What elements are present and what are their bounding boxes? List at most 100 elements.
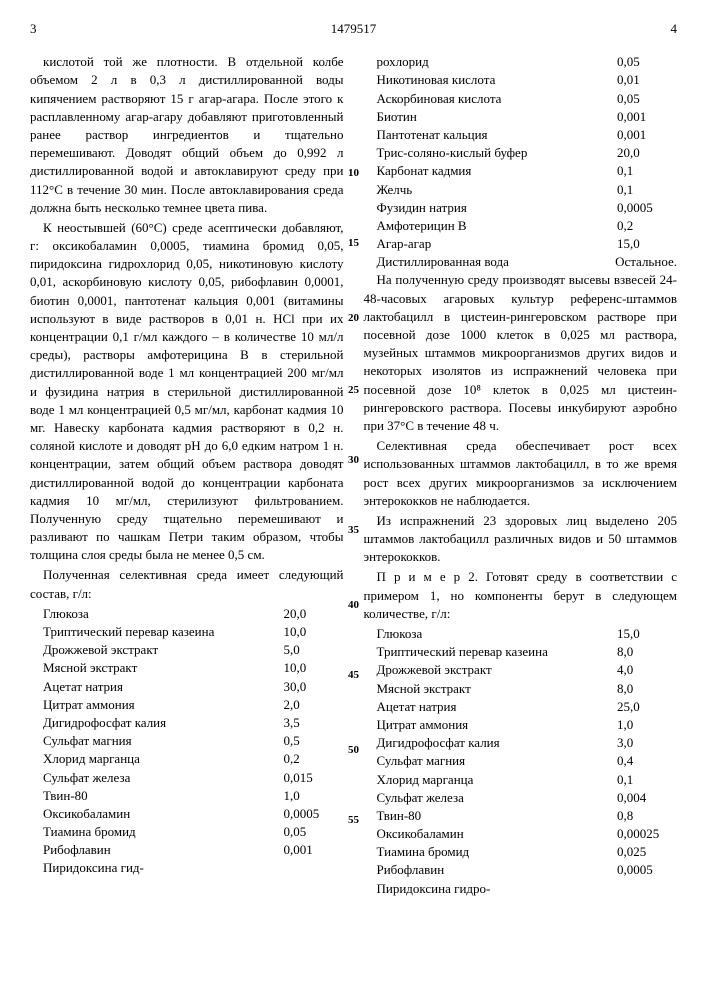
table-row: Фузидин натрия0,0005	[364, 199, 678, 217]
ingredient-label: Ацетат натрия	[43, 678, 274, 696]
table-row: Цитрат аммония1,0	[364, 716, 678, 734]
ingredient-value: 0,05	[607, 53, 677, 71]
ingredient-value: 0,4	[607, 752, 677, 770]
table-row: Амфотерицин В0,2	[364, 217, 678, 235]
ingredient-label: Сульфат магния	[377, 752, 608, 770]
table-row: Рибофлавин0,001	[30, 841, 344, 859]
ingredient-label: Сульфат железа	[377, 789, 608, 807]
table-row: Рибофлавин0,0005	[364, 861, 678, 879]
ingredient-label: Рибофлавин	[377, 861, 608, 879]
ingredient-label: Агар-агар	[377, 235, 608, 253]
table-row: Пиридоксина гидро-	[364, 880, 678, 898]
ingredient-value: 0,015	[274, 769, 344, 787]
composition-table-2: рохлорид0,05Никотиновая кислота0,01Аскор…	[364, 53, 678, 271]
ingredient-label: Цитрат аммония	[377, 716, 608, 734]
table-row: Хлорид марганца0,2	[30, 750, 344, 768]
table-row: Мясной экстракт10,0	[30, 659, 344, 677]
ingredient-label: Трис-соляно-кислый буфер	[377, 144, 608, 162]
table-row: Никотиновая кислота0,01	[364, 71, 678, 89]
ingredient-label: Глюкоза	[43, 605, 274, 623]
ingredient-value: 0,8	[607, 807, 677, 825]
ingredient-value: 15,0	[607, 235, 677, 253]
ingredient-value: 30,0	[274, 678, 344, 696]
ingredient-label: Желчь	[377, 181, 608, 199]
ingredient-label: рохлорид	[377, 53, 608, 71]
ingredient-label: Ацетат натрия	[377, 698, 608, 716]
ingredient-value: Остальное.	[605, 253, 677, 271]
ingredient-value: 0,001	[274, 841, 344, 859]
table-row: Дигидрофосфат калия3,0	[364, 734, 678, 752]
table-row: Ацетат натрия25,0	[364, 698, 678, 716]
table-row: Тиамина бромид0,05	[30, 823, 344, 841]
table-row: Триптический перевар казеина8,0	[364, 643, 678, 661]
ingredient-label: Пиридоксина гидро-	[377, 880, 608, 898]
ingredient-label: Глюкоза	[377, 625, 608, 643]
ingredient-value: 3,0	[607, 734, 677, 752]
ingredient-value: 20,0	[274, 605, 344, 623]
table-row: Хлорид марганца0,1	[364, 771, 678, 789]
ingredient-value: 0,025	[607, 843, 677, 861]
line-num: 55	[344, 813, 364, 828]
table-row: Тиамина бромид0,025	[364, 843, 678, 861]
line-num: 35	[344, 523, 364, 538]
line-num: 15	[344, 236, 364, 251]
ingredient-value: 0,0005	[607, 199, 677, 217]
ingredient-value: 25,0	[607, 698, 677, 716]
composition-table-1: Глюкоза20,0Триптический перевар казеина1…	[30, 605, 344, 878]
line-num: 45	[344, 668, 364, 683]
ingredient-label: Дистиллированная вода	[377, 253, 606, 271]
ingredient-value: 0,0005	[607, 861, 677, 879]
table-row: Трис-соляно-кислый буфер20,0	[364, 144, 678, 162]
ingredient-value: 3,5	[274, 714, 344, 732]
para: Селективная среда обеспечивает рост всех…	[364, 437, 678, 510]
para: Полученная селективная среда имеет следу…	[30, 566, 344, 602]
table-row: Пантотенат кальция0,001	[364, 126, 678, 144]
para: К неостывшей (60°С) среде асептически до…	[30, 219, 344, 565]
table-row: рохлорид0,05	[364, 53, 678, 71]
table-row: Цитрат аммония2,0	[30, 696, 344, 714]
page-right: 4	[671, 20, 678, 38]
ingredient-value: 8,0	[607, 680, 677, 698]
ingredient-value: 5,0	[274, 641, 344, 659]
ingredient-label: Дрожжевой экстракт	[377, 661, 608, 679]
ingredient-label: Триптический перевар казеина	[43, 623, 274, 641]
line-num: 10	[344, 166, 364, 181]
table-row: Пиридоксина гид-	[30, 859, 344, 877]
ingredient-value	[607, 880, 677, 898]
table-row: Агар-агар15,0	[364, 235, 678, 253]
table-row: Сульфат магния0,5	[30, 732, 344, 750]
ingredient-label: Оксикобаламин	[43, 805, 274, 823]
ingredient-label: Сульфат магния	[43, 732, 274, 750]
ingredient-label: Дрожжевой экстракт	[43, 641, 274, 659]
left-column: кислотой той же плотности. В отдельной к…	[30, 53, 344, 898]
ingredient-value: 4,0	[607, 661, 677, 679]
page-header: 3 1479517 4	[30, 20, 677, 38]
line-num: 30	[344, 453, 364, 468]
table-row: Карбонат кадмия0,1	[364, 162, 678, 180]
right-column: рохлорид0,05Никотиновая кислота0,01Аскор…	[364, 53, 678, 898]
ingredient-value: 0,001	[607, 126, 677, 144]
table-row: Оксикобаламин0,00025	[364, 825, 678, 843]
ingredient-label: Пантотенат кальция	[377, 126, 608, 144]
table-row: Твин-801,0	[30, 787, 344, 805]
ingredient-label: Никотиновая кислота	[377, 71, 608, 89]
ingredient-value: 8,0	[607, 643, 677, 661]
ingredient-label: Тиамина бромид	[377, 843, 608, 861]
ingredient-label: Твин-80	[377, 807, 608, 825]
table-row: Биотин0,001	[364, 108, 678, 126]
line-num: 20	[344, 311, 364, 326]
ingredient-value: 10,0	[274, 659, 344, 677]
ingredient-value: 0,5	[274, 732, 344, 750]
table-row: Дрожжевой экстракт4,0	[364, 661, 678, 679]
ingredient-label: Хлорид марганца	[43, 750, 274, 768]
ingredient-label: Сульфат железа	[43, 769, 274, 787]
ingredient-value: 0,05	[274, 823, 344, 841]
ingredient-value: 0,05	[607, 90, 677, 108]
ingredient-label: Мясной экстракт	[377, 680, 608, 698]
doc-number: 1479517	[37, 20, 671, 38]
ingredient-value: 0,1	[607, 162, 677, 180]
ingredient-value: 0,01	[607, 71, 677, 89]
ingredient-label: Рибофлавин	[43, 841, 274, 859]
ingredient-value: 1,0	[607, 716, 677, 734]
ingredient-label: Твин-80	[43, 787, 274, 805]
